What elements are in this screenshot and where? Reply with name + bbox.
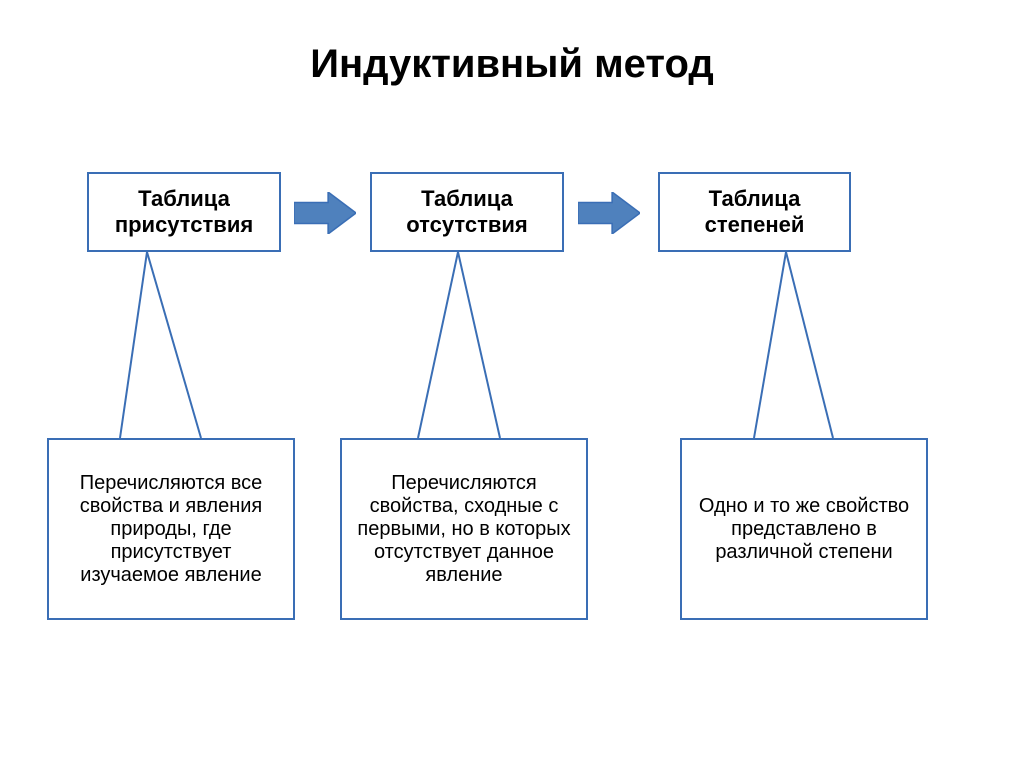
- callout-tail: [116, 248, 205, 442]
- callout-degrees: Одно и то же свойство представлено в раз…: [680, 438, 928, 620]
- callout-text: Одно и то же свойство представлено в раз…: [692, 495, 916, 564]
- callout-tail: [414, 248, 504, 442]
- box-label: Таблица отсутствия: [372, 186, 562, 238]
- arrow-right-icon: [294, 192, 356, 234]
- box-degrees-table: Таблица степеней: [658, 172, 851, 252]
- callout-text: Перечисляются все свойства и явления при…: [59, 472, 283, 587]
- callout-absence: Перечисляются свойства, сходные с первым…: [340, 438, 588, 620]
- box-presence-table: Таблица присутствия: [87, 172, 281, 252]
- box-absence-table: Таблица отсутствия: [370, 172, 564, 252]
- callout-presence: Перечисляются все свойства и явления при…: [47, 438, 295, 620]
- box-label: Таблица степеней: [660, 186, 849, 238]
- arrow-right-icon: [578, 192, 640, 234]
- callout-tail: [750, 248, 837, 442]
- diagram-title: Индуктивный метод: [0, 42, 1024, 87]
- callout-text: Перечисляются свойства, сходные с первым…: [352, 472, 576, 587]
- box-label: Таблица присутствия: [89, 186, 279, 238]
